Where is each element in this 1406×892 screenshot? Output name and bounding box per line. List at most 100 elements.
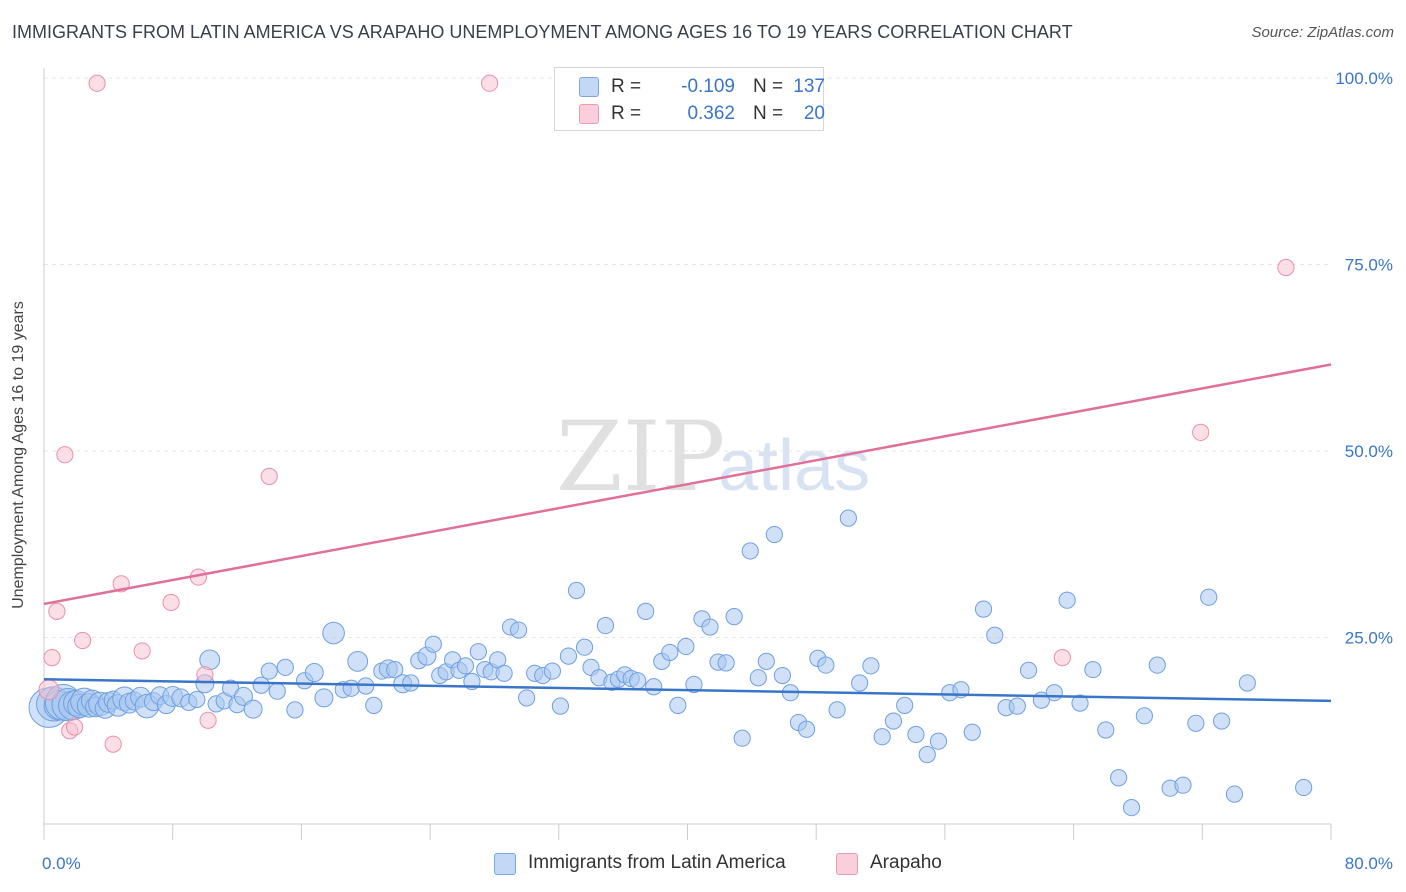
point-immigrants	[551, 697, 570, 715]
source-label: Source: ZipAtlas.com	[1251, 24, 1394, 41]
point-immigrants	[304, 663, 324, 683]
legend-label-immigrants: Immigrants from Latin America	[528, 852, 786, 873]
n-label: N =	[753, 103, 784, 124]
point-immigrants	[386, 660, 404, 679]
point-immigrants	[918, 746, 936, 764]
point-immigrants	[347, 650, 369, 672]
point-immigrants	[725, 608, 743, 626]
point-immigrants	[559, 647, 578, 665]
point-immigrants	[817, 656, 835, 674]
x-tick-label-max: 80.0%	[1345, 854, 1393, 873]
point-immigrants	[741, 542, 759, 560]
point-immigrants	[1225, 785, 1244, 803]
swatch-immigrants	[579, 77, 599, 97]
y-tick-label: 50.0%	[1345, 442, 1393, 461]
point-immigrants	[986, 626, 1004, 644]
point-immigrants	[1019, 661, 1038, 679]
point-immigrants	[1148, 656, 1166, 674]
point-arapaho	[65, 718, 84, 736]
correlation-legend: R = -0.109 N = 137 R = 0.362 N = 20	[554, 67, 825, 131]
point-immigrants	[1238, 674, 1256, 692]
point-immigrants	[1045, 684, 1063, 702]
swatch-arapaho	[579, 104, 599, 124]
point-immigrants	[669, 696, 687, 714]
point-immigrants	[645, 678, 663, 696]
point-arapaho	[481, 74, 499, 92]
y-axis-label: Unemployment Among Ages 16 to 19 years	[10, 301, 27, 609]
tick-labels: 25.0% 50.0% 75.0% 100.0% 0.0% 80.0%	[42, 69, 1393, 873]
points	[28, 74, 1313, 817]
point-immigrants	[365, 696, 383, 714]
point-arapaho	[48, 602, 66, 620]
legend-label-arapaho: Arapaho	[870, 852, 942, 873]
point-immigrants	[637, 602, 655, 620]
point-immigrants	[233, 686, 253, 706]
point-arapaho	[1192, 423, 1210, 441]
point-immigrants	[749, 669, 767, 687]
point-immigrants	[424, 635, 442, 653]
point-immigrants	[701, 618, 719, 636]
point-immigrants	[1200, 588, 1218, 606]
n-label: N =	[753, 76, 784, 97]
point-arapaho	[199, 711, 217, 729]
trend-line-immigrants	[43, 678, 1332, 703]
point-immigrants	[188, 690, 206, 709]
n-value-immigrants: 137	[793, 76, 825, 97]
point-arapaho	[260, 467, 278, 485]
point-immigrants	[896, 696, 914, 714]
point-immigrants	[543, 662, 561, 680]
point-immigrants	[314, 688, 334, 708]
point-immigrants	[773, 666, 792, 685]
point-immigrants	[884, 712, 903, 730]
point-immigrants	[402, 674, 420, 692]
y-tick-label: 75.0%	[1345, 256, 1393, 275]
y-tick-label: 100.0%	[1335, 69, 1393, 88]
chart-title: IMMIGRANTS FROM LATIN AMERICA VS ARAPAHO…	[12, 22, 1073, 42]
x-tick-label-min: 0.0%	[42, 854, 81, 873]
swatch-arapaho	[836, 853, 858, 875]
point-immigrants	[929, 732, 948, 750]
point-immigrants	[1295, 778, 1313, 797]
r-value-immigrants: -0.109	[681, 76, 735, 97]
trend-line-arapaho	[43, 363, 1332, 606]
point-immigrants	[839, 509, 857, 527]
point-immigrants	[509, 621, 528, 639]
point-immigrants	[1135, 707, 1153, 725]
point-immigrants	[456, 657, 475, 675]
y-tick-label: 25.0%	[1345, 629, 1393, 648]
point-immigrants	[1084, 660, 1102, 679]
r-label: R =	[611, 76, 642, 97]
point-immigrants	[268, 682, 286, 700]
point-immigrants	[243, 699, 263, 719]
point-immigrants	[765, 525, 783, 544]
point-immigrants	[252, 676, 270, 694]
point-arapaho	[162, 593, 180, 612]
point-immigrants	[677, 637, 695, 656]
point-immigrants	[575, 638, 594, 656]
point-arapaho	[104, 735, 122, 753]
point-immigrants	[974, 600, 993, 618]
point-arapaho	[196, 666, 214, 684]
point-immigrants	[685, 675, 703, 694]
r-label: R =	[611, 103, 642, 124]
point-immigrants	[873, 728, 891, 746]
watermark-atlas: atlas	[718, 426, 870, 506]
point-immigrants	[1058, 591, 1076, 609]
point-arapaho	[1277, 258, 1295, 277]
point-immigrants	[276, 658, 294, 676]
r-value-arapaho: 0.362	[687, 103, 735, 124]
point-immigrants	[757, 652, 775, 670]
point-arapaho	[74, 631, 92, 650]
point-immigrants	[733, 729, 751, 747]
point-immigrants	[567, 581, 586, 600]
point-arapaho	[1053, 649, 1071, 667]
point-arapaho	[38, 679, 60, 701]
point-immigrants	[1071, 694, 1089, 712]
point-immigrants	[828, 701, 846, 719]
point-immigrants	[963, 723, 981, 741]
point-immigrants	[1008, 697, 1026, 715]
watermark-zip: ZIP	[556, 401, 725, 513]
point-arapaho	[88, 74, 106, 92]
point-arapaho	[56, 446, 74, 464]
point-immigrants	[851, 674, 869, 692]
